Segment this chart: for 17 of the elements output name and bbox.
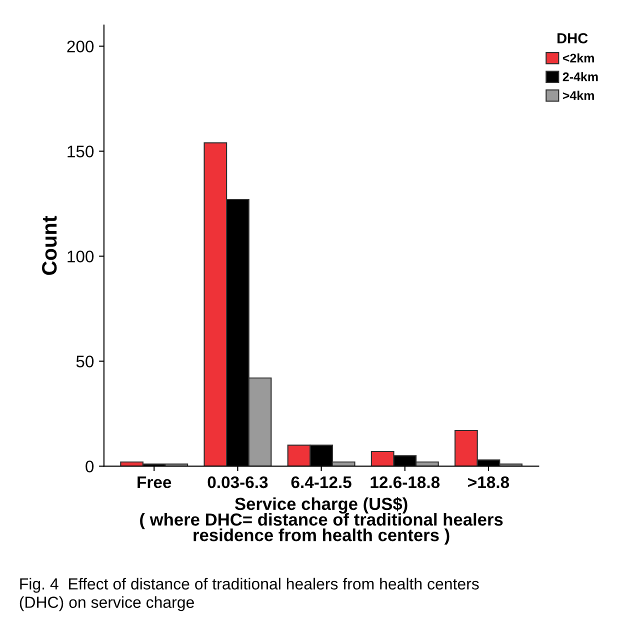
legend-title: DHC [558,33,588,44]
x-tick-label: Free [138,476,172,488]
y-tick-label: 0 [86,460,94,472]
x-axis-title: Service charge (US$) ( where DHC= distance of traditional healers residence from health centers ) [140,497,503,545]
x-tick-label: 6.4-12.5 [291,476,352,488]
legend-label: >4km [562,90,594,100]
y-tick-label: 50 [76,356,94,368]
y-tick-label: 150 [68,146,94,158]
y-tick-label: 200 [67,40,94,52]
y-tick-label: 100 [68,250,94,262]
x-tick-label: 0.03-6.3 [208,476,268,488]
x-tick-label: >18.8 [468,476,510,488]
x-tick-label: 12.6-18.8 [370,476,440,488]
y-axis-title: Count [42,216,57,275]
legend-label: 2-4km [562,72,598,82]
legend-label: <2km [562,53,594,62]
caption: Fig. 4 Effect of distance of traditional healers from health centers (DHC) on service charge [20,578,479,612]
